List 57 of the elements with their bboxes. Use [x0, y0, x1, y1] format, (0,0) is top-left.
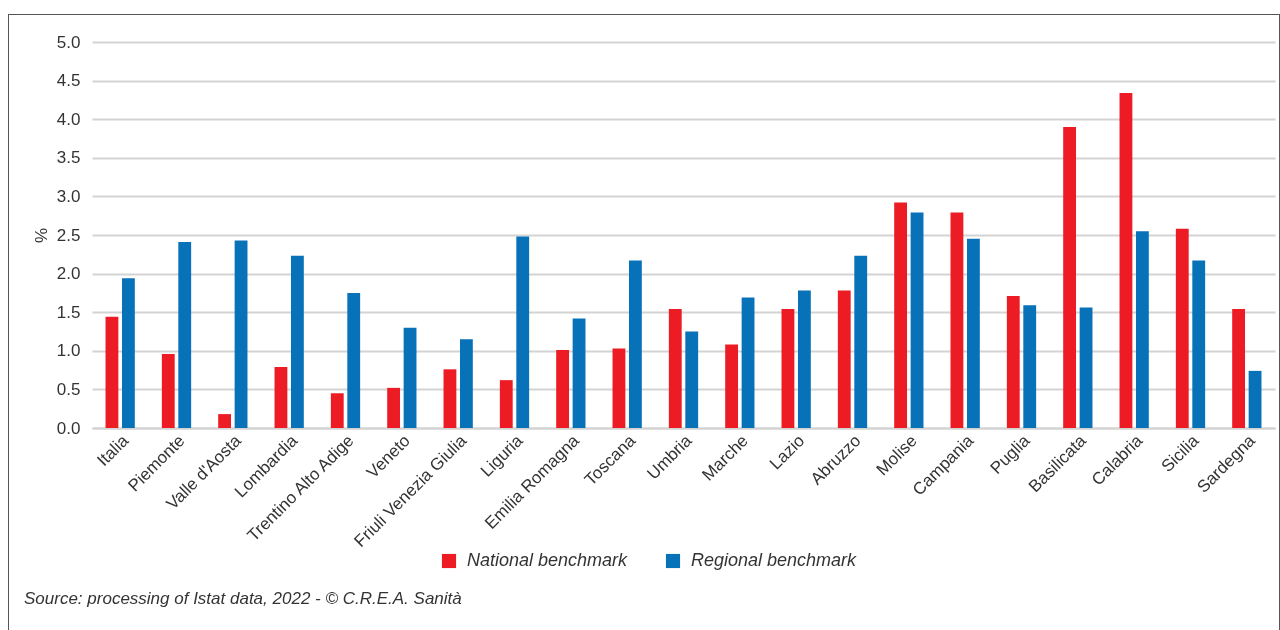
y-tick-label: 4.5 — [56, 71, 81, 91]
bar — [837, 290, 851, 428]
y-tick-label: 2.0 — [56, 264, 81, 284]
source-note: Source: processing of Istat data, 2022 - © C.R.E.A. Sanità — [24, 589, 462, 608]
bar — [499, 380, 513, 428]
bar — [894, 202, 908, 428]
bar — [403, 327, 417, 428]
bar — [290, 255, 304, 428]
bar — [950, 212, 964, 428]
bar — [910, 212, 924, 428]
y-tick-label: 5.0 — [56, 32, 81, 52]
y-tick-label: 0.5 — [56, 379, 81, 399]
bar — [1119, 92, 1133, 428]
y-tick-label: 3.5 — [56, 148, 81, 168]
bar — [854, 255, 868, 428]
bar — [612, 348, 626, 428]
bar — [725, 344, 739, 428]
bar — [685, 331, 699, 428]
bar — [274, 367, 288, 428]
bar — [387, 387, 401, 428]
bar — [1232, 309, 1246, 428]
y-axis-title: % — [31, 227, 51, 244]
bar — [1248, 370, 1262, 428]
bar — [572, 318, 586, 428]
bar — [1079, 307, 1093, 428]
bar — [556, 350, 570, 428]
bar — [1006, 295, 1020, 428]
bar — [966, 238, 980, 428]
bar — [347, 292, 361, 428]
bar — [105, 316, 119, 428]
bar — [781, 309, 795, 428]
bar — [218, 414, 232, 428]
bar — [121, 278, 135, 428]
bar — [1192, 260, 1206, 428]
bar — [1135, 231, 1149, 428]
legend-label: Regional benchmark — [691, 550, 858, 570]
bar — [234, 240, 248, 428]
bar — [797, 290, 811, 428]
bar — [459, 339, 473, 428]
bar — [741, 297, 755, 428]
bar — [1023, 305, 1037, 428]
bar — [330, 393, 344, 428]
y-tick-label: 1.0 — [56, 341, 81, 361]
bar — [1063, 126, 1077, 428]
bar — [668, 309, 682, 428]
y-tick-label: 4.0 — [56, 109, 81, 129]
bar — [443, 369, 457, 428]
y-tick-label: 1.5 — [56, 302, 81, 322]
y-tick-label: 2.5 — [56, 225, 81, 245]
bar — [1175, 228, 1189, 428]
y-tick-label: 0.0 — [56, 418, 81, 438]
bar — [161, 353, 175, 428]
y-tick-label: 3.0 — [56, 186, 81, 206]
bar — [628, 260, 642, 428]
bar — [516, 236, 530, 428]
bar — [178, 241, 192, 428]
legend-label: National benchmark — [467, 550, 629, 570]
